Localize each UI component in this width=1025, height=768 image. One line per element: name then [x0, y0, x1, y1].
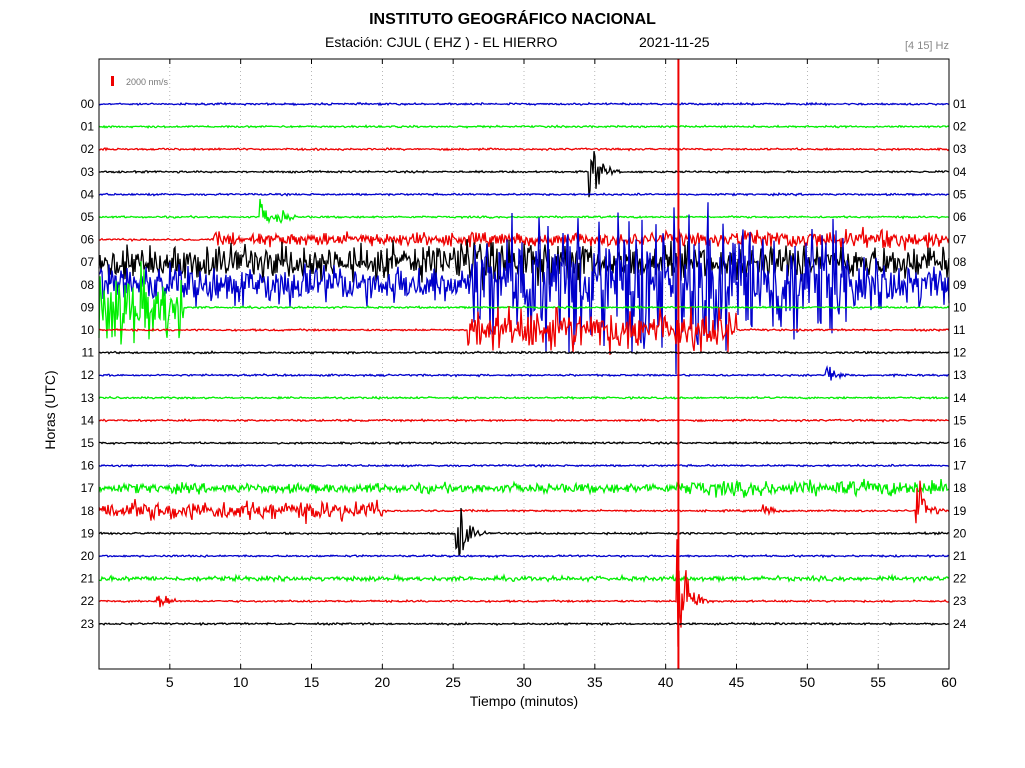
- x-tick-label: 50: [800, 674, 816, 690]
- row-label-left: 23: [81, 617, 95, 631]
- trace-hour-11: [98, 350, 950, 355]
- trace-hour-12: [98, 365, 950, 381]
- x-tick-label: 45: [729, 674, 745, 690]
- filter-band-label: [4 15] Hz: [904, 40, 949, 52]
- row-label-right: 20: [953, 526, 967, 540]
- row-label-left: 00: [81, 97, 95, 111]
- row-label-left: 15: [81, 436, 95, 450]
- date-label: 2021-11-25: [639, 34, 710, 50]
- row-label-left: 13: [81, 391, 95, 405]
- row-label-right: 09: [953, 278, 967, 292]
- row-label-right: 13: [953, 368, 967, 382]
- row-label-right: 02: [953, 120, 967, 134]
- x-axis-label: Tiempo (minutos): [469, 693, 579, 709]
- station-line: Estación: CJUL ( EHZ ) - EL HIERRO 2021-…: [325, 34, 710, 50]
- x-tick-label: 60: [941, 674, 957, 690]
- x-tick-label: 35: [587, 674, 603, 690]
- row-label-right: 06: [953, 210, 967, 224]
- row-label-left: 03: [81, 165, 95, 179]
- row-label-right: 23: [953, 594, 967, 608]
- trace-hour-16: [98, 463, 950, 468]
- x-tick-label: 40: [658, 674, 674, 690]
- trace-hour-18: [98, 480, 950, 525]
- axes: 5 10 15 20 25 30 35 40 45 50 55 60 00 01 01 02 02 03 03 04 0…: [81, 59, 967, 690]
- trace-hour-03: [98, 151, 950, 198]
- x-tick-label: 15: [304, 674, 320, 690]
- row-label-left: 05: [81, 210, 95, 224]
- trace-hour-13: [98, 395, 950, 401]
- trace-hour-10: [98, 306, 950, 355]
- row-label-right: 05: [953, 187, 967, 201]
- trace-hour-02: [99, 147, 950, 152]
- traces: [98, 59, 950, 669]
- x-tick-label: 30: [516, 674, 532, 690]
- row-label-left: 09: [81, 300, 95, 314]
- row-label-left: 08: [81, 278, 95, 292]
- trace-hour-19: [98, 507, 949, 556]
- row-label-left: 12: [81, 368, 95, 382]
- row-label-left: 16: [81, 459, 95, 473]
- row-label-right: 24: [953, 617, 967, 631]
- row-label-left: 04: [81, 187, 95, 201]
- row-label-right: 10: [953, 300, 967, 314]
- row-label-left: 18: [81, 504, 95, 518]
- row-label-left: 17: [81, 481, 95, 495]
- row-label-left: 19: [81, 526, 95, 540]
- row-label-right: 18: [953, 481, 967, 495]
- page-title: INSTITUTO GEOGRÁFICO NACIONAL: [369, 11, 656, 28]
- trace-hour-14: [98, 418, 950, 423]
- trace-hour-00: [98, 101, 950, 107]
- row-label-right: 16: [953, 436, 967, 450]
- trace-hour-17: [98, 478, 950, 498]
- x-tick-label: 25: [445, 674, 461, 690]
- trace-hour-22: [98, 539, 950, 647]
- row-label-right: 08: [953, 255, 967, 269]
- row-label-left: 01: [81, 120, 95, 134]
- row-label-left: 21: [81, 572, 95, 586]
- row-label-left: 11: [82, 346, 95, 360]
- trace-hour-05: [98, 198, 950, 225]
- scale-label: 2000 nm/s: [126, 77, 169, 87]
- row-label-left: 06: [81, 233, 95, 247]
- trace-hour-21: [98, 573, 950, 584]
- scale-bar: [111, 76, 114, 86]
- grid: [169, 59, 879, 669]
- row-label-right: 19: [953, 504, 967, 518]
- row-label-left: 10: [81, 323, 95, 337]
- row-label-right: 12: [953, 346, 967, 360]
- row-label-right: 11: [953, 323, 966, 337]
- row-label-right: 07: [953, 233, 967, 247]
- row-label-left: 22: [81, 594, 95, 608]
- row-label-right: 17: [953, 459, 967, 473]
- trace-hour-01: [98, 124, 950, 129]
- station-label: Estación: CJUL ( EHZ ) - EL HIERRO: [325, 34, 558, 50]
- trace-hour-15: [98, 440, 950, 446]
- trace-hour-23: [98, 621, 950, 627]
- x-tick-label: 20: [375, 674, 391, 690]
- x-tick-label: 55: [870, 674, 886, 690]
- row-label-right: 14: [953, 391, 967, 405]
- row-label-right: 15: [953, 413, 967, 427]
- trace-hour-09: [98, 260, 950, 345]
- row-label-left: 07: [81, 255, 95, 269]
- row-label-left: 14: [81, 413, 95, 427]
- x-tick-label: 5: [166, 674, 174, 690]
- row-label-right: 01: [953, 97, 967, 111]
- plot-frame: [98, 58, 950, 670]
- row-label-right: 22: [953, 572, 967, 586]
- trace-hour-04: [98, 192, 950, 197]
- row-label-right: 03: [953, 142, 967, 156]
- trace-hour-20: [98, 553, 950, 559]
- row-label-left: 20: [81, 549, 95, 563]
- trace-hour-06: [98, 226, 950, 251]
- x-tick-label: 10: [233, 674, 249, 690]
- trace-hour-08: [98, 202, 950, 375]
- row-label-right: 04: [953, 165, 967, 179]
- row-label-right: 21: [953, 549, 967, 563]
- row-label-left: 02: [81, 142, 95, 156]
